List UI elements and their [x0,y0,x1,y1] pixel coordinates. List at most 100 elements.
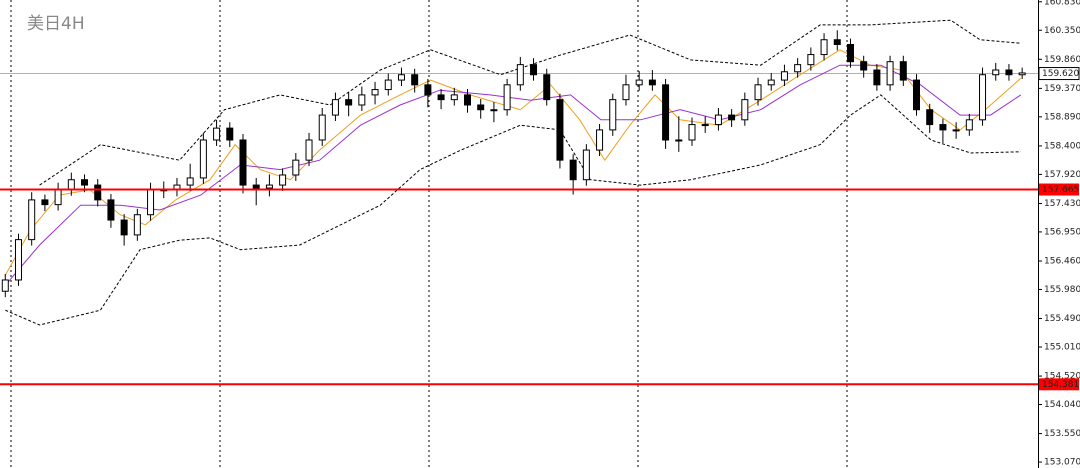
level-tag [1039,183,1079,196]
candle-body [397,74,405,81]
candle-body [450,94,458,101]
candle-body [728,114,736,121]
y-tick-label: 154.040 [1044,400,1080,410]
candle-body [688,124,696,141]
candle-body [437,94,445,101]
y-tick-label: 154.520 [1044,372,1080,382]
candle-body [662,84,670,141]
candle-body [120,219,128,236]
candle-body [609,99,617,131]
candle-body [622,84,630,101]
candle-body [926,109,934,126]
candle-body [279,174,287,186]
candle-body [503,84,511,111]
candle-body [939,124,947,131]
y-tick-label: 158.890 [1044,112,1080,122]
candle-body [490,109,498,112]
candle-body [384,79,392,91]
candle-body [226,127,234,141]
candle-body [54,189,62,206]
level-tag [1039,378,1079,391]
y-tick-label: 160.350 [1044,26,1080,36]
y-tick-label: 156.460 [1044,256,1080,266]
candle-body [1018,72,1026,76]
candle-body [952,129,960,132]
level-label: 157.665 [1042,185,1079,195]
y-tick-label: 153.550 [1044,429,1080,439]
candle-body [780,71,788,81]
candle-body [67,179,75,191]
candle-body [477,104,485,111]
candle-body [635,79,643,86]
candle-body [41,199,49,206]
candle-body [820,39,828,56]
y-tick-label: 157.920 [1044,170,1080,180]
candle-body [886,61,894,86]
candle-body [147,189,155,216]
y-tick-label: 159.370 [1044,84,1080,94]
candle-body [754,84,762,101]
candle-body [807,54,815,66]
candle-body [516,64,524,86]
candle-body [741,99,749,121]
candle-body [265,184,273,189]
candle-body [424,84,432,96]
candle-body [979,74,987,121]
candle-body [94,184,102,201]
y-tick-label: 159.860 [1044,55,1080,65]
candle-body [965,119,973,131]
candle-body [252,184,260,189]
candle-body [767,79,775,86]
candle-body [305,139,313,161]
y-tick-label: 155.490 [1044,314,1080,324]
candle-body [899,61,907,81]
y-tick-label: 158.400 [1044,141,1080,151]
candle-body [411,74,419,86]
candle-body [28,199,36,241]
y-tick-label: 153.070 [1044,458,1080,468]
candle-body [14,239,22,281]
candle-body [596,129,604,151]
candle-body [556,99,564,161]
candle-body [648,79,656,86]
y-tick-label: 155.980 [1044,285,1080,295]
candle-body [543,74,551,101]
candle-body [794,64,802,73]
candle-body [345,99,353,106]
last-price-label: 159.620 [1042,69,1079,79]
candle-body [186,177,194,186]
candle-body [860,61,868,71]
candle-body [81,179,89,186]
candle-body [358,94,366,106]
candle-body [873,69,881,86]
candle-body [213,127,221,141]
candle-body [292,159,300,176]
candle-body [331,99,339,116]
indicator-line [5,94,1021,326]
candle-body [1,279,9,292]
indicator-line [4,49,1022,276]
candle-body [239,139,247,186]
candle-body [833,39,841,45]
y-tick-label: 160.830 [1044,0,1080,7]
y-tick-label: 157.430 [1044,199,1080,209]
candle-body [675,139,683,142]
candle-body [582,149,590,181]
candle-body [463,94,471,106]
candle-body [530,64,538,76]
candle-body [133,214,141,236]
y-tick-label: 156.950 [1044,227,1080,237]
candle-body [107,199,115,221]
candle-body [1005,69,1013,76]
candle-body [714,114,722,126]
candle-body [992,69,1000,76]
level-label: 154.381 [1042,380,1079,390]
candle-body [199,139,207,179]
candle-body [846,43,854,63]
last-price-tag [1038,67,1080,81]
candle-body [318,114,326,141]
candle-body [371,89,379,96]
